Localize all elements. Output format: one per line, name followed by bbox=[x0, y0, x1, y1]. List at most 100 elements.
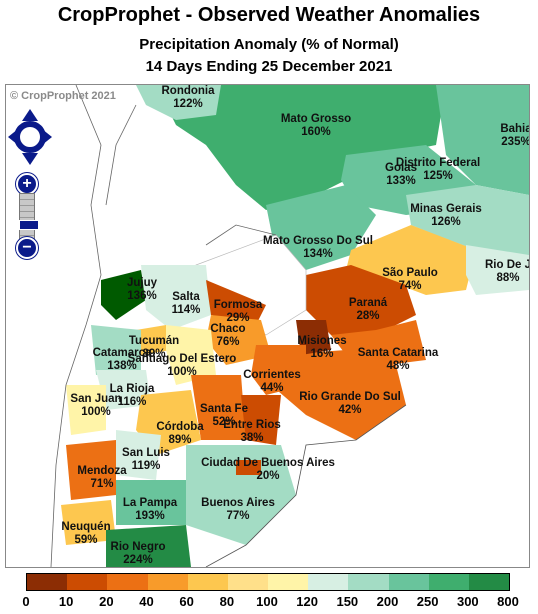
region-shape-corrientes bbox=[251, 345, 306, 395]
region-label-minas-gerais: Minas Gerais 126% bbox=[410, 203, 482, 229]
region-shape-buenos-aires bbox=[186, 445, 296, 545]
region-value: 42% bbox=[338, 404, 362, 416]
legend-swatch bbox=[107, 574, 148, 590]
legend-swatch bbox=[308, 574, 349, 590]
region-shape-rio-de-janeiro bbox=[466, 245, 529, 295]
region-value: 76% bbox=[216, 336, 240, 348]
page-title: CropProphet - Observed Weather Anomalies bbox=[57, 4, 481, 26]
region-label-rio-negro: Rio Negro 224% bbox=[111, 541, 166, 567]
region-value: 88% bbox=[496, 272, 520, 284]
region-label-entre-rios: Entre Rios 38% bbox=[223, 419, 281, 445]
region-shape-salta bbox=[141, 265, 211, 330]
zoom-out-button[interactable]: − bbox=[16, 237, 38, 259]
region-shape-catamarca bbox=[91, 325, 141, 375]
legend-swatch bbox=[27, 574, 68, 590]
region-name: Rondonia bbox=[161, 85, 215, 97]
region-value: 138% bbox=[107, 360, 137, 372]
region-value: 100% bbox=[167, 366, 197, 378]
legend-swatch bbox=[187, 574, 228, 590]
region-label-neuquen: Neuquén 59% bbox=[61, 521, 110, 547]
region-shape-la-rioja bbox=[96, 370, 151, 410]
zoom-slider-handle[interactable] bbox=[19, 220, 39, 230]
region-shape-mato-grosso bbox=[156, 85, 446, 210]
region-name: Formosa bbox=[213, 299, 263, 311]
region-name: Rio Grande Do Sul bbox=[299, 391, 401, 403]
region-shape-parana bbox=[306, 265, 416, 335]
region-label-santiago-del-estero: Santiago Del Estero 100% bbox=[128, 353, 237, 379]
legend-tick-label: 250 bbox=[416, 594, 439, 609]
region-value: 16% bbox=[310, 348, 334, 360]
zoom-slider[interactable] bbox=[19, 193, 39, 239]
region-shape-mato-grosso-do-sul bbox=[266, 185, 376, 270]
region-value: 29% bbox=[226, 312, 250, 324]
region-name: Mato Grosso bbox=[280, 113, 352, 125]
region-name: Neuquén bbox=[61, 521, 111, 533]
region-name: Chaco bbox=[210, 323, 246, 335]
region-label-misiones: Misiones 16% bbox=[297, 335, 346, 361]
region-name: Corrientes bbox=[243, 369, 301, 381]
region-value: 77% bbox=[226, 510, 250, 522]
region-value: 193% bbox=[135, 510, 165, 522]
region-label-corrientes: Corrientes 44% bbox=[243, 369, 301, 395]
legend-tick-label: 60 bbox=[179, 594, 194, 609]
region-shape-san-luis bbox=[116, 430, 161, 480]
zoom-control[interactable]: + − bbox=[16, 173, 39, 259]
region-shape-bahia bbox=[436, 85, 529, 195]
region-label-catamarca: Catamarca 138% bbox=[93, 347, 152, 373]
region-label-chaco: Chaco 76% bbox=[210, 323, 245, 349]
legend-swatch bbox=[428, 574, 469, 590]
region-label-distrito-federal: Distrito Federal 125% bbox=[396, 157, 480, 183]
region-value: 133% bbox=[386, 175, 416, 187]
pan-arrows-icon[interactable] bbox=[8, 109, 52, 165]
legend-color-bar bbox=[26, 573, 510, 591]
region-label-buenos-aires: Buenos Aires 77% bbox=[201, 497, 275, 523]
region-value: 28% bbox=[356, 310, 380, 322]
region-value: 235% bbox=[501, 136, 530, 148]
pan-control[interactable] bbox=[8, 109, 52, 165]
region-value: 71% bbox=[90, 478, 114, 490]
map-viewport[interactable]: © CropProphet 2021 Rondonia 122% Mato Gros… bbox=[5, 84, 530, 568]
region-value: 114% bbox=[171, 304, 201, 316]
legend-tick-label: 150 bbox=[336, 594, 359, 609]
region-name: Córdoba bbox=[156, 421, 204, 433]
map-subtitle: Precipitation Anomaly (% of Normal) bbox=[139, 36, 399, 53]
region-name: Paraná bbox=[348, 297, 388, 309]
region-shape-rio-negro bbox=[106, 525, 191, 567]
region-label-goias: Goias 133% bbox=[385, 162, 417, 188]
region-name: Tucumán bbox=[128, 335, 180, 347]
region-label-salta: Salta 114% bbox=[172, 291, 201, 317]
region-value: 126% bbox=[431, 216, 461, 228]
region-shape-santa-fe bbox=[191, 375, 246, 440]
region-label-la-rioja: La Rioja 116% bbox=[110, 383, 155, 409]
region-label-cordoba: Córdoba 89% bbox=[156, 421, 203, 447]
region-shape-formosa bbox=[206, 280, 266, 325]
region-name: Distrito Federal bbox=[395, 157, 481, 169]
region-name: San Luis bbox=[122, 447, 170, 459]
region-label-ciudad-de-buenos-aires: Ciudad De Buenos Aires 20% bbox=[201, 457, 335, 483]
region-value: 116% bbox=[117, 396, 147, 408]
legend-tick-label: 10 bbox=[58, 594, 74, 609]
region-label-rio-grande-do-sul: Rio Grande Do Sul 42% bbox=[299, 391, 401, 417]
region-name: Santa Catarina bbox=[357, 347, 439, 359]
region-name: Jujuy bbox=[126, 277, 158, 289]
region-value: 119% bbox=[131, 460, 161, 472]
region-name: Ciudad De Buenos Aires bbox=[201, 457, 335, 469]
region-name: Minas Gerais bbox=[410, 203, 482, 215]
region-name: São Paulo bbox=[382, 267, 438, 279]
legend-tick-label: 120 bbox=[296, 594, 319, 609]
legend-swatch bbox=[227, 574, 269, 590]
region-label-jujuy: Jujuy 136% bbox=[127, 277, 157, 303]
choropleth-map bbox=[6, 85, 529, 567]
region-shape-rondonia bbox=[136, 85, 221, 120]
region-label-santa-catarina: Santa Catarina 48% bbox=[358, 347, 439, 373]
region-value: 136% bbox=[127, 290, 157, 302]
country-borders bbox=[50, 85, 277, 567]
region-shape-mendoza bbox=[66, 440, 116, 500]
zoom-in-button[interactable]: + bbox=[16, 173, 38, 195]
region-label-rio-de-janeiro: Rio De J 88% bbox=[485, 259, 529, 285]
region-value: 89% bbox=[168, 434, 192, 446]
coastline bbox=[205, 404, 407, 567]
region-shape-santiago bbox=[166, 325, 216, 385]
legend-swatch bbox=[388, 574, 429, 590]
region-label-santa-fe: Santa Fe 52% bbox=[200, 403, 248, 429]
